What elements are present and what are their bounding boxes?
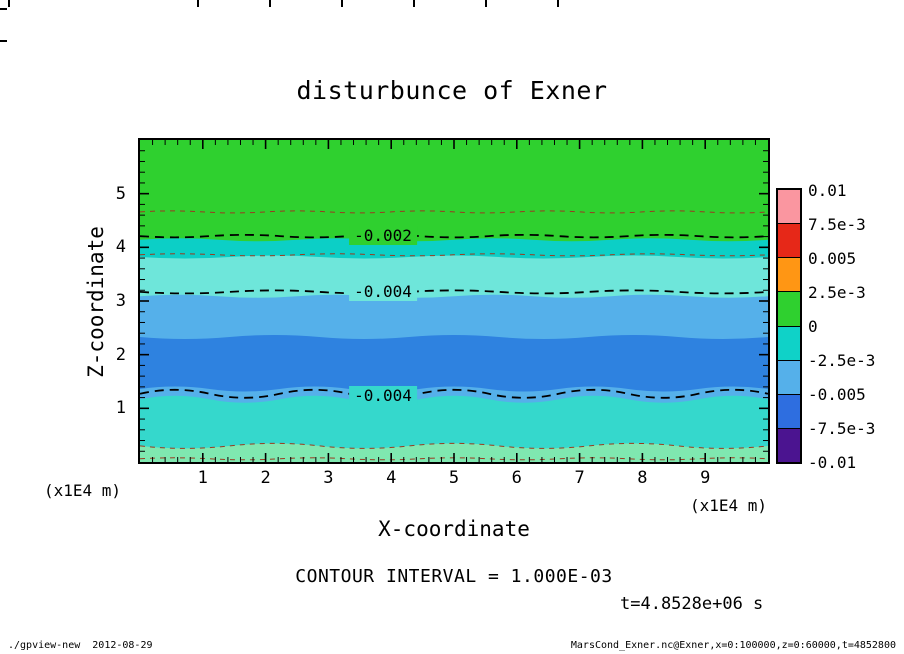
contour-line-label: -0.004 [349, 282, 417, 301]
contour-line [140, 442, 768, 449]
x-tick-label: 3 [323, 468, 334, 488]
colorbar-tick-label: -0.005 [808, 385, 866, 404]
x-tick-label: 8 [637, 468, 648, 488]
colorbar-tick-label: 0.01 [808, 181, 847, 200]
colorbar-segment [778, 291, 800, 326]
source-file-footnote: MarsCond_Exner.nc@Exner,x=0:100000,z=0:6… [570, 640, 896, 651]
y-tick-label: 5 [115, 183, 126, 204]
page-top-tick [557, 0, 559, 7]
contour-line [140, 388, 768, 399]
colorbar [776, 188, 802, 464]
colorbar-tick-label: 0 [808, 317, 818, 336]
contour-line-label: -0.004 [349, 386, 417, 405]
x-tick-label: 1 [197, 468, 208, 488]
page-top-tick [269, 0, 271, 7]
colorbar-tick-label: -2.5e-3 [808, 351, 876, 370]
page-top-tick [485, 0, 487, 7]
contour-line-label: -0.002 [349, 226, 417, 245]
colorbar-tick-label: 2.5e-3 [808, 283, 866, 302]
page-top-tick [8, 0, 10, 7]
contour-line [140, 253, 768, 257]
x-tick-label: 2 [260, 468, 271, 488]
time-label: t=4.8528e+06 s [620, 594, 764, 614]
colorbar-segment [778, 190, 800, 224]
colorbar-tick-label: 7.5e-3 [808, 215, 866, 234]
colorbar-segment [778, 257, 800, 292]
page-left-tick [0, 8, 7, 10]
x-tick-label: 7 [574, 468, 585, 488]
colorbar-segment [778, 393, 800, 428]
command-footnote: ./gpview-new 2012-08-29 [8, 640, 153, 651]
x-tick-label: 6 [511, 468, 522, 488]
page-top-tick [413, 0, 415, 7]
y-tick-label: 4 [115, 237, 126, 258]
colorbar-tick-label: 0.005 [808, 249, 857, 268]
x-axis-unit-label: (x1E4 m) [690, 496, 768, 515]
contour-plot [140, 140, 768, 462]
contour-line [140, 210, 768, 214]
x-axis-label: X-coordinate [378, 517, 530, 541]
fill-band [140, 443, 768, 462]
colorbar-tick-label: -0.01 [808, 453, 857, 472]
y-axis-unit-label: (x1E4 m) [44, 481, 122, 500]
plot-title: disturbunce of Exner [296, 76, 608, 105]
x-tick-label: 5 [448, 468, 460, 488]
contour-interval-label: CONTOUR INTERVAL = 1.000E-03 [295, 566, 613, 587]
colorbar-segment [778, 325, 800, 360]
colorbar-segment [778, 359, 800, 394]
colorbar-segment [778, 223, 800, 258]
y-tick-label: 2 [115, 344, 126, 365]
contour-line [140, 289, 768, 295]
page-top-tick [341, 0, 343, 7]
page-left-tick [0, 40, 7, 42]
x-tick-label: 9 [700, 468, 711, 488]
page-top-tick [197, 0, 199, 7]
colorbar-segment [778, 427, 800, 462]
y-tick-label: 3 [115, 291, 126, 311]
colorbar-tick-label: -7.5e-3 [808, 419, 876, 438]
y-tick-label: 1 [115, 398, 126, 419]
x-tick-label: 4 [386, 468, 397, 488]
